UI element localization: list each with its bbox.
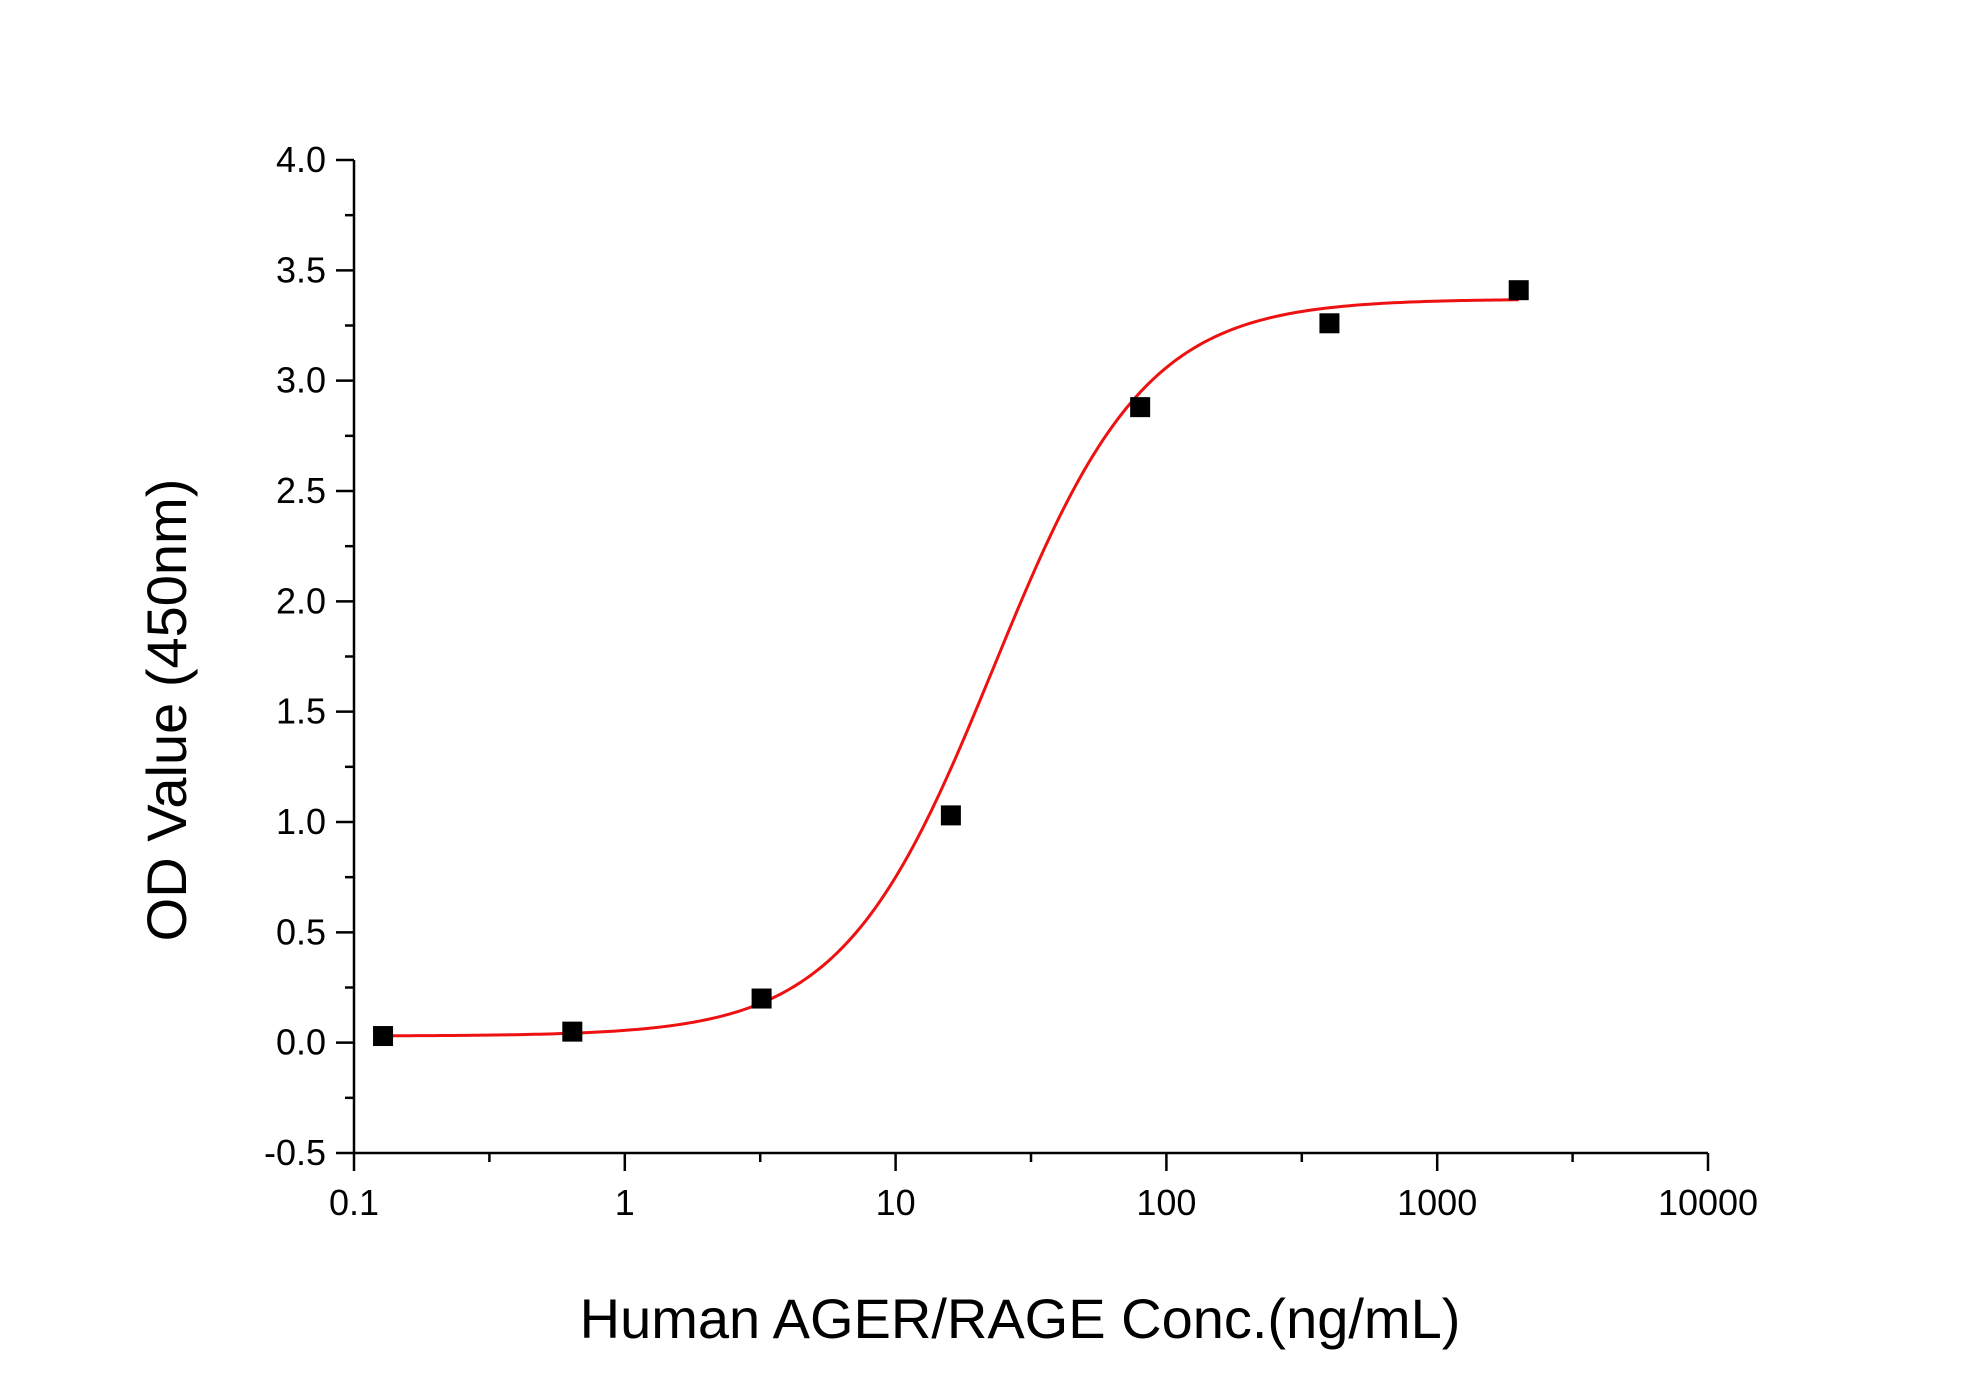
x-tick-label: 1000 (1397, 1182, 1477, 1223)
data-point (562, 1021, 583, 1042)
x-tick-label: 100 (1136, 1182, 1196, 1223)
data-point (940, 805, 961, 826)
x-tick-label: 10 (876, 1182, 916, 1223)
y-tick-label: 4.0 (276, 139, 326, 180)
y-tick-label: 3.5 (276, 249, 326, 290)
y-tick-label: -0.5 (264, 1132, 326, 1173)
y-tick-label: 1.0 (276, 801, 326, 842)
y-tick-label: 3.0 (276, 360, 326, 401)
data-points (373, 280, 1529, 1047)
x-tick-label: 0.1 (329, 1182, 379, 1223)
y-tick-label: 1.5 (276, 691, 326, 732)
x-tick-label: 1 (615, 1182, 635, 1223)
y-tick-label: 2.0 (276, 580, 326, 621)
data-point (1319, 313, 1340, 334)
tick-labels: -0.5 0.0 0.5 1.0 1.5 2.0 2.5 3.0 3.5 4.0 0.1 1 10 100… (264, 139, 1758, 1223)
y-axis-title: OD Value (450nm) (135, 479, 198, 942)
axes (336, 158, 1710, 1171)
fit-curve (383, 298, 1519, 1038)
data-point (751, 988, 772, 1009)
data-point (373, 1026, 394, 1047)
y-tick-label: 0.5 (276, 911, 326, 952)
x-tick-label: 10000 (1658, 1182, 1758, 1223)
data-point (1130, 397, 1151, 418)
y-tick-label: 0.0 (276, 1022, 326, 1063)
data-point (1508, 280, 1529, 301)
x-axis-title: Human AGER/RAGE Conc.(ng/mL) (580, 1287, 1461, 1350)
fit-curve-layer (383, 298, 1519, 1038)
y-tick-label: 2.5 (276, 470, 326, 511)
